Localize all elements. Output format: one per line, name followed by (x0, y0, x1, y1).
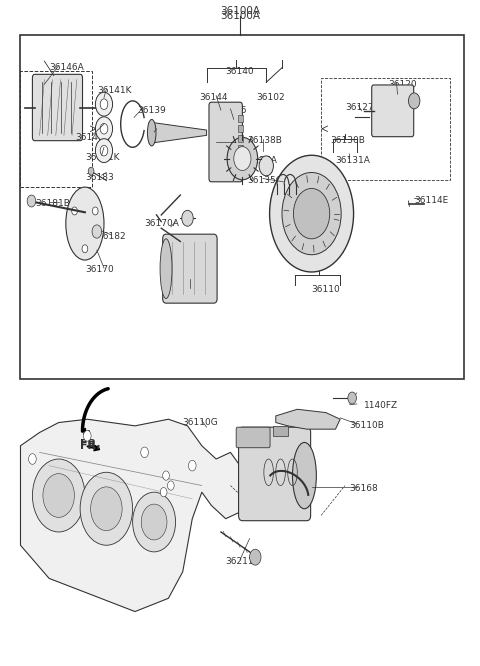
Polygon shape (21, 419, 240, 611)
Text: 36110G: 36110G (183, 418, 218, 427)
Text: 36130B: 36130B (331, 136, 366, 145)
Ellipse shape (66, 187, 104, 260)
Circle shape (348, 392, 357, 404)
Circle shape (100, 145, 108, 156)
Text: 36146A: 36146A (49, 63, 84, 72)
Circle shape (160, 488, 167, 497)
Polygon shape (149, 122, 206, 143)
Text: FR.: FR. (80, 440, 101, 450)
Circle shape (43, 474, 74, 517)
FancyBboxPatch shape (209, 102, 242, 182)
Text: 36110B: 36110B (350, 422, 384, 430)
Text: FR.: FR. (80, 441, 101, 451)
FancyBboxPatch shape (239, 427, 311, 521)
Text: 36144: 36144 (199, 93, 228, 102)
Circle shape (189, 460, 196, 471)
Text: 36150: 36150 (166, 286, 195, 294)
Text: 36112H: 36112H (309, 246, 345, 254)
Bar (238, 115, 243, 122)
Bar (238, 145, 243, 152)
Circle shape (96, 139, 113, 163)
Circle shape (259, 156, 274, 176)
FancyBboxPatch shape (33, 75, 83, 141)
Circle shape (29, 454, 36, 464)
Text: 36181B: 36181B (35, 199, 70, 208)
Ellipse shape (160, 239, 172, 298)
Text: 36114E: 36114E (414, 196, 448, 205)
Text: 36170A: 36170A (144, 219, 180, 228)
Bar (238, 125, 243, 132)
Text: 1140FZ: 1140FZ (364, 402, 398, 410)
Circle shape (141, 447, 148, 458)
Text: 36110: 36110 (312, 286, 340, 294)
Text: 36127A: 36127A (345, 103, 380, 112)
Circle shape (168, 481, 174, 490)
Circle shape (84, 430, 91, 441)
Circle shape (163, 471, 169, 480)
Circle shape (100, 99, 108, 109)
Text: 36135C: 36135C (247, 176, 282, 185)
Circle shape (80, 472, 132, 545)
Text: 36183: 36183 (85, 172, 114, 182)
Text: 36138B: 36138B (247, 136, 282, 145)
Bar (274, 426, 288, 436)
Text: 36131A: 36131A (336, 156, 370, 165)
Circle shape (182, 210, 193, 226)
Circle shape (92, 207, 98, 215)
Text: 36102: 36102 (257, 93, 285, 102)
Text: 36137A: 36137A (242, 156, 277, 165)
Circle shape (132, 492, 176, 552)
Ellipse shape (292, 442, 316, 509)
Text: 36139: 36139 (137, 107, 166, 115)
FancyBboxPatch shape (163, 234, 217, 303)
Polygon shape (276, 410, 340, 429)
Text: 36170: 36170 (85, 266, 114, 274)
Circle shape (82, 245, 88, 253)
Circle shape (33, 459, 85, 532)
Text: 36182: 36182 (97, 232, 125, 241)
Circle shape (72, 207, 77, 215)
Circle shape (141, 504, 167, 540)
Circle shape (100, 123, 108, 134)
Circle shape (234, 147, 251, 170)
Circle shape (27, 195, 36, 207)
Bar (21, 71, 92, 187)
Circle shape (91, 487, 122, 531)
Circle shape (270, 155, 354, 272)
Bar (238, 135, 243, 142)
Circle shape (250, 549, 261, 565)
Circle shape (293, 188, 330, 239)
Bar (238, 155, 243, 162)
Circle shape (96, 117, 113, 141)
Text: 36140: 36140 (226, 67, 254, 75)
Circle shape (408, 93, 420, 109)
Text: 36145: 36145 (218, 107, 247, 115)
Circle shape (227, 137, 258, 180)
FancyBboxPatch shape (372, 85, 414, 137)
Text: 36211: 36211 (226, 557, 254, 566)
Circle shape (92, 225, 102, 238)
FancyBboxPatch shape (236, 427, 270, 448)
Bar (21, 35, 464, 380)
Circle shape (96, 93, 113, 116)
Circle shape (282, 172, 341, 254)
Text: 36100A: 36100A (220, 11, 260, 21)
Text: 36141K: 36141K (85, 153, 120, 162)
Text: 36141K: 36141K (75, 133, 110, 142)
Text: 36100A: 36100A (220, 7, 260, 17)
Text: 36120: 36120 (388, 80, 417, 89)
Bar (321, 78, 450, 180)
Text: 36141K: 36141K (97, 87, 132, 95)
Circle shape (88, 167, 94, 175)
Text: 36143A: 36143A (147, 129, 182, 139)
Ellipse shape (147, 119, 156, 146)
Text: 36168: 36168 (350, 484, 379, 494)
